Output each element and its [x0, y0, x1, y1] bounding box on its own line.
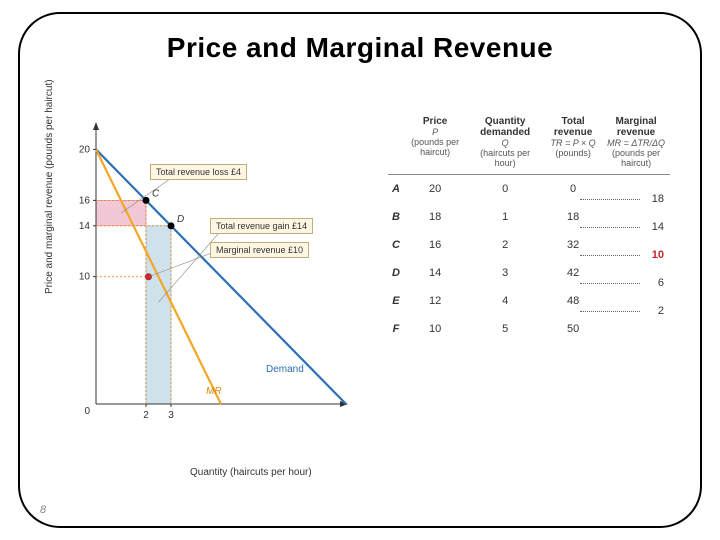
svg-text:3: 3: [168, 410, 174, 421]
slide: Price and Marginal Revenue 10 14 16 20 0 2 3 De…: [0, 0, 720, 540]
svg-text:0: 0: [84, 406, 90, 417]
svg-text:C: C: [152, 188, 160, 199]
callout-gain: Total revenue gain £14: [210, 218, 313, 234]
callout-mr: Marginal revenue £10: [210, 242, 309, 258]
data-table: Price P (pounds per haircut) Quantity de…: [388, 114, 670, 343]
page-title: Price and Marginal Revenue: [40, 32, 680, 64]
page-number: 8: [40, 504, 46, 516]
data-table-container: Price P (pounds per haircut) Quantity de…: [370, 114, 670, 496]
col-rowlabel: [388, 114, 404, 175]
table-header-row: Price P (pounds per haircut) Quantity de…: [388, 114, 670, 175]
svg-text:MR: MR: [206, 386, 222, 397]
col-mr: Marginal revenue MR = ΔTR/ΔQ (pounds per…: [602, 114, 670, 175]
svg-text:D: D: [177, 214, 184, 225]
callout-loss: Total revenue loss £4: [150, 164, 247, 180]
svg-text:16: 16: [79, 195, 91, 206]
table-body: A200018B1811814C1623210D143426E124482F10…: [388, 175, 670, 344]
table-row: F10550: [388, 315, 670, 343]
col-qty: Quantity demanded Q (haircuts per hour): [466, 114, 544, 175]
svg-text:2: 2: [143, 410, 149, 421]
svg-text:Demand: Demand: [266, 364, 304, 375]
svg-text:20: 20: [79, 144, 91, 155]
chart-container: 10141620023DemandMRCD Price and marginal…: [50, 114, 370, 474]
svg-text:14: 14: [79, 221, 91, 232]
content-area: 10141620023DemandMRCD Price and marginal…: [50, 114, 670, 496]
col-price: Price P (pounds per haircut): [404, 114, 466, 175]
col-tr: Total revenue TR = P × Q (pounds): [544, 114, 602, 175]
slide-frame: Price and Marginal Revenue 10 14 16 20 0 2 3 De…: [18, 12, 702, 528]
y-axis-label: Price and marginal revenue (pounds per h…: [44, 79, 55, 294]
svg-text:10: 10: [79, 272, 91, 283]
x-axis-label: Quantity (haircuts per hour): [190, 467, 312, 478]
